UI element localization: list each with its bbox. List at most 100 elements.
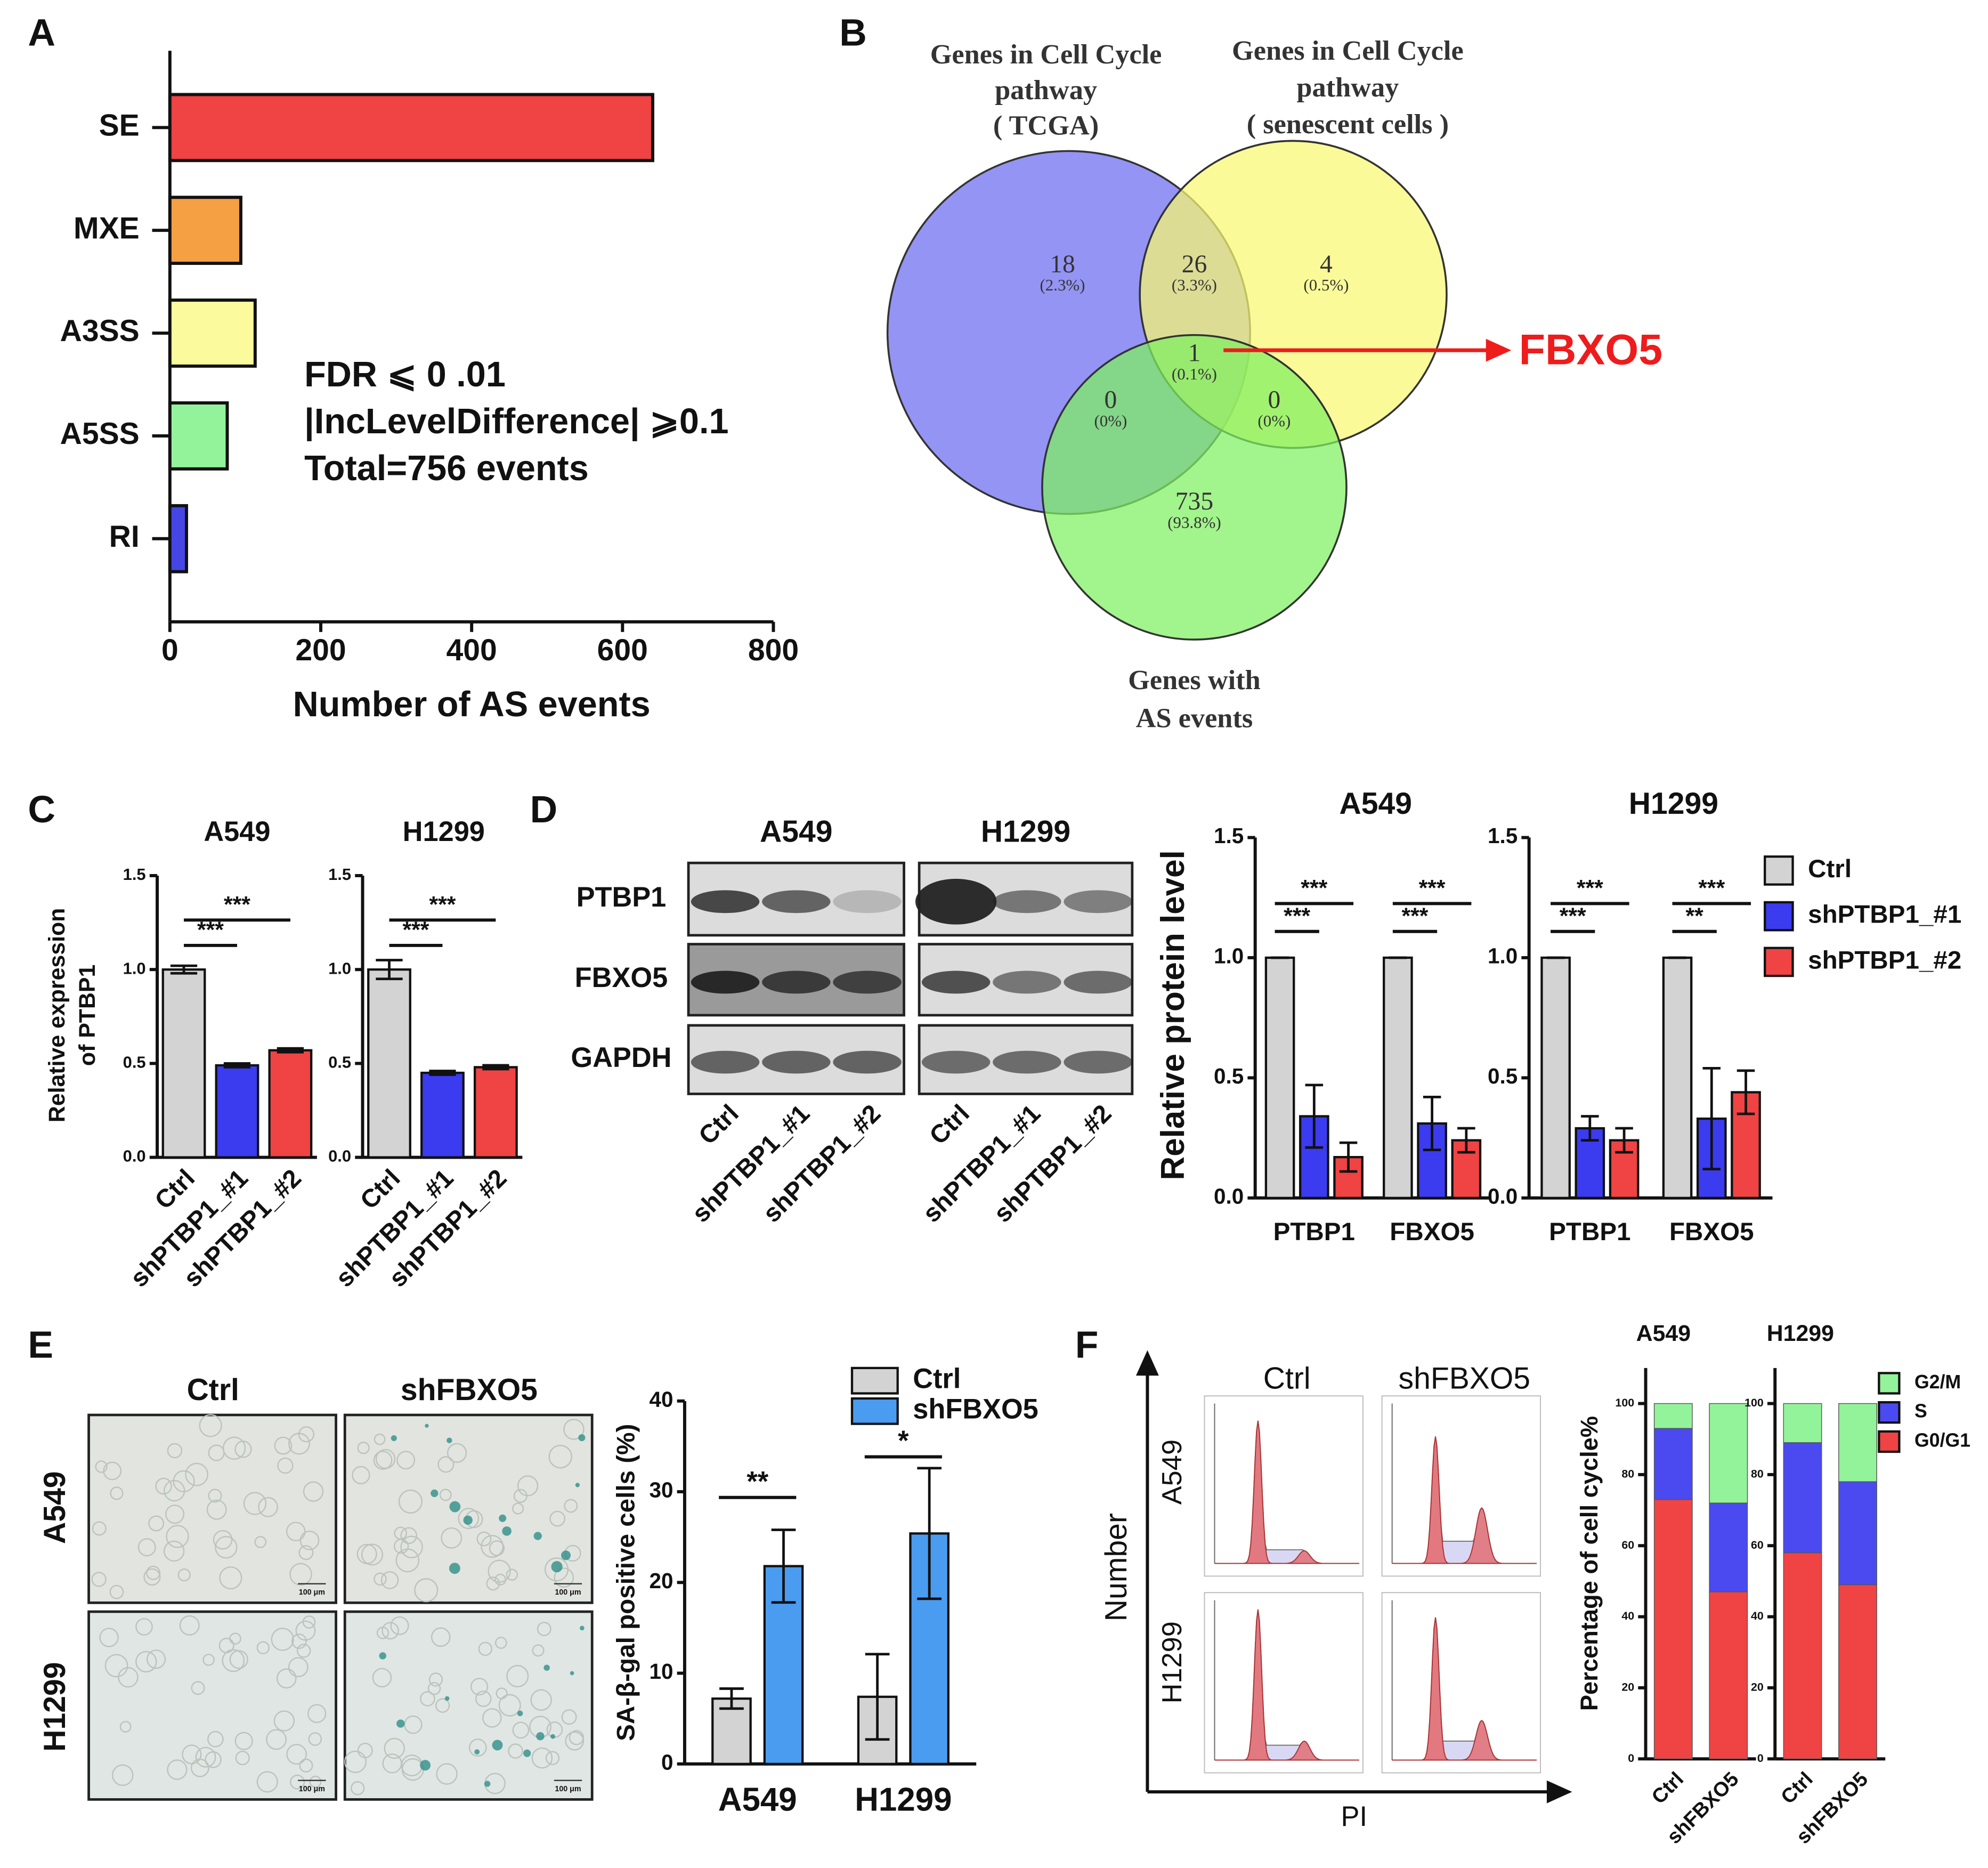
cell-texture [565,1731,585,1751]
stained-cell [580,1626,585,1631]
bar-segment [1838,1584,1877,1759]
cell-texture [437,1456,455,1473]
chart-title: A549 [1636,1321,1691,1346]
cell-texture [436,1763,458,1785]
cell-texture [531,1747,553,1769]
cell-texture [357,1742,373,1759]
y-tick-label: A3SS [60,314,140,348]
venn-set-label: Genes in Cell Cycle [930,39,1162,70]
cell-texture [256,1771,278,1793]
y-tick-label: A5SS [60,417,140,451]
panel-label: F [1075,1324,1099,1366]
y-tick-label: 0.0 [328,1147,351,1166]
y-tick-label: 1.5 [328,865,351,884]
cell-texture [308,1732,322,1746]
bar [168,504,188,573]
stained-cell [391,1435,397,1442]
stained-cell [396,1719,405,1728]
micrograph [87,1413,337,1604]
stained-cell [533,1532,542,1540]
bar-segment [1653,1428,1693,1500]
y-tick-label: 30 [650,1478,674,1502]
cell-texture [298,1426,314,1443]
cell-texture [468,1738,487,1757]
y-tick-label: 0 [1757,1752,1764,1765]
venn-set-label: ( TCGA) [993,110,1099,141]
cell-texture [291,1634,307,1649]
stained-cell [550,1734,555,1739]
cell-texture [307,1704,327,1723]
x-tick-label: PTBP1 [1273,1218,1355,1246]
scale-bar-label: 100 μm [299,1785,325,1793]
cell-texture [258,1497,278,1517]
cell-texture [148,1515,165,1532]
blot-cell-line: H1299 [981,814,1070,848]
cell-texture [256,1641,270,1654]
cell-texture [119,1721,132,1733]
cell-texture [508,1743,523,1759]
cell-texture [498,1694,521,1717]
cell-texture [218,1637,234,1654]
legend-swatch [850,1366,899,1395]
bar [168,401,229,471]
blot-band [915,878,997,925]
flow-x-title: PI [1341,1801,1367,1832]
stained-cell [499,1514,507,1522]
bar-segment [1709,1502,1748,1592]
cell-texture [219,1566,242,1590]
cell-texture [478,1641,493,1656]
cell-texture [398,1489,423,1514]
y-tick-label: 20 [1621,1681,1634,1694]
panel-label: A [28,12,55,54]
cell-texture [382,1753,402,1774]
legend-swatch [1878,1401,1901,1424]
cell-texture [118,1667,139,1688]
cell-texture [199,1414,222,1437]
x-tick-label: 400 [447,633,497,667]
cell-texture [243,1492,267,1515]
cell-texture [470,1678,489,1696]
cell-texture [110,1486,124,1500]
cell-texture [179,1615,200,1636]
stained-cell [379,1652,386,1660]
legend-swatch [1764,901,1794,932]
cell-texture [146,1565,161,1580]
cell-texture [428,1672,443,1687]
x-tick-label: 600 [597,633,648,667]
cell-texture [537,1621,551,1636]
cell-texture [274,1436,293,1455]
cell-texture [137,1538,156,1557]
cell-texture [182,1744,202,1765]
y-tick-label: 0.0 [123,1147,146,1166]
histogram-frame [1381,1592,1541,1774]
significance-label: *** [1560,903,1586,929]
x-tick-label: 0 [161,633,178,667]
stained-cell [484,1781,491,1787]
legend-swatch [1764,947,1794,977]
bar [168,298,257,368]
cell-texture [303,1481,324,1502]
y-tick-label: 0.0 [1214,1184,1244,1208]
blot-band [762,1050,831,1074]
cell-texture [166,1525,189,1548]
blot-band [921,971,991,994]
bar [161,968,206,1159]
venn-percent: (2.3%) [1040,276,1085,294]
cell-texture [103,1461,122,1481]
x-tick-label: FBXO5 [1390,1218,1474,1246]
stained-cell [523,1749,531,1757]
venn-set-label: pathway [995,75,1097,106]
cell-texture [545,1751,560,1765]
annotation: FDR ⩽ 0 .01 [304,355,506,394]
stained-cell [551,1561,563,1573]
bar-segment [1653,1403,1693,1429]
blot-band [1064,890,1132,913]
y-axis-title: Relative expression [44,908,70,1122]
blot-band [833,1050,902,1074]
scale-bar-label: 100 μm [299,1588,325,1597]
annotation: Total=756 events [304,449,589,488]
blot-band [762,890,831,913]
cell-texture [549,1510,566,1527]
cell-texture [95,1460,108,1473]
